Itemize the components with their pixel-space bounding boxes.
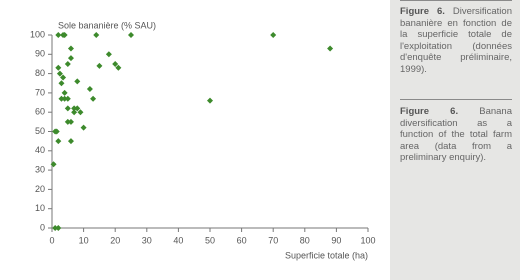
caption-en-label: Figure 6.	[400, 106, 459, 117]
y-tick-label: 40	[35, 145, 45, 155]
point	[96, 62, 103, 69]
point	[64, 95, 71, 102]
x-tick-label: 100	[360, 235, 375, 245]
point	[55, 225, 62, 231]
caption-en-text: Banana diversification as a function of …	[400, 106, 512, 163]
x-tick-label: 70	[268, 235, 278, 245]
point	[55, 64, 62, 71]
point	[71, 105, 78, 112]
point	[64, 118, 71, 125]
point	[52, 225, 59, 231]
point	[58, 95, 65, 102]
y-tick-label: 20	[35, 184, 45, 194]
point	[112, 60, 119, 67]
point	[55, 32, 62, 38]
point	[74, 105, 81, 112]
caption-rule	[400, 0, 512, 1]
point	[327, 45, 334, 52]
y-tick-label: 0	[40, 222, 45, 232]
y-tick-label: 80	[35, 68, 45, 78]
x-tick-label: 0	[49, 235, 54, 245]
point	[105, 51, 112, 58]
point	[115, 64, 122, 71]
point	[93, 32, 100, 38]
y-tick-label: 30	[35, 164, 45, 174]
point	[61, 32, 68, 38]
x-tick-label: 30	[142, 235, 152, 245]
caption-rule	[400, 99, 512, 100]
point	[50, 161, 57, 168]
point	[86, 86, 93, 93]
x-axis-label: Superficie totale (ha)	[285, 250, 368, 260]
y-tick-label: 10	[35, 203, 45, 213]
chart-background	[0, 0, 390, 280]
y-tick-label: 90	[35, 49, 45, 59]
point	[71, 109, 78, 116]
point	[67, 55, 74, 62]
point	[67, 118, 74, 125]
point	[67, 138, 74, 145]
y-tick-label: 100	[30, 29, 45, 39]
point	[61, 95, 68, 102]
point	[90, 95, 97, 102]
caption-en: Figure 6. Banana diversification as a fu…	[400, 106, 512, 164]
x-tick-label: 90	[331, 235, 341, 245]
point	[67, 45, 74, 52]
y-tick-label: 70	[35, 87, 45, 97]
point	[64, 105, 71, 112]
point	[80, 124, 87, 131]
chart: Sole bananière (% SAU) Superficie totale…	[0, 0, 390, 280]
caption-fr-label: Figure 6.	[400, 6, 445, 17]
x-tick-label: 10	[79, 235, 89, 245]
x-tick-label: 60	[237, 235, 247, 245]
point	[77, 109, 84, 116]
x-tick-label: 40	[173, 235, 183, 245]
caption-fr-text: Diversification bananière en fonction de…	[400, 6, 512, 75]
x-tick-label: 50	[205, 235, 215, 245]
point	[61, 89, 68, 96]
y-tick-label: 60	[35, 107, 45, 117]
point	[207, 97, 213, 104]
caption-fr: Figure 6. Diversification bananière en f…	[400, 6, 512, 75]
point	[64, 60, 71, 67]
point	[55, 138, 62, 145]
point	[128, 32, 134, 38]
x-tick-label: 20	[110, 235, 120, 245]
point	[60, 74, 67, 81]
y-axis-label: Sole bananière (% SAU)	[58, 20, 156, 30]
x-tick-label: 80	[300, 235, 310, 245]
y-tick-label: 50	[35, 126, 45, 136]
point	[74, 78, 81, 85]
point	[56, 70, 63, 77]
point	[53, 128, 60, 135]
point	[270, 32, 277, 38]
point	[58, 80, 65, 87]
